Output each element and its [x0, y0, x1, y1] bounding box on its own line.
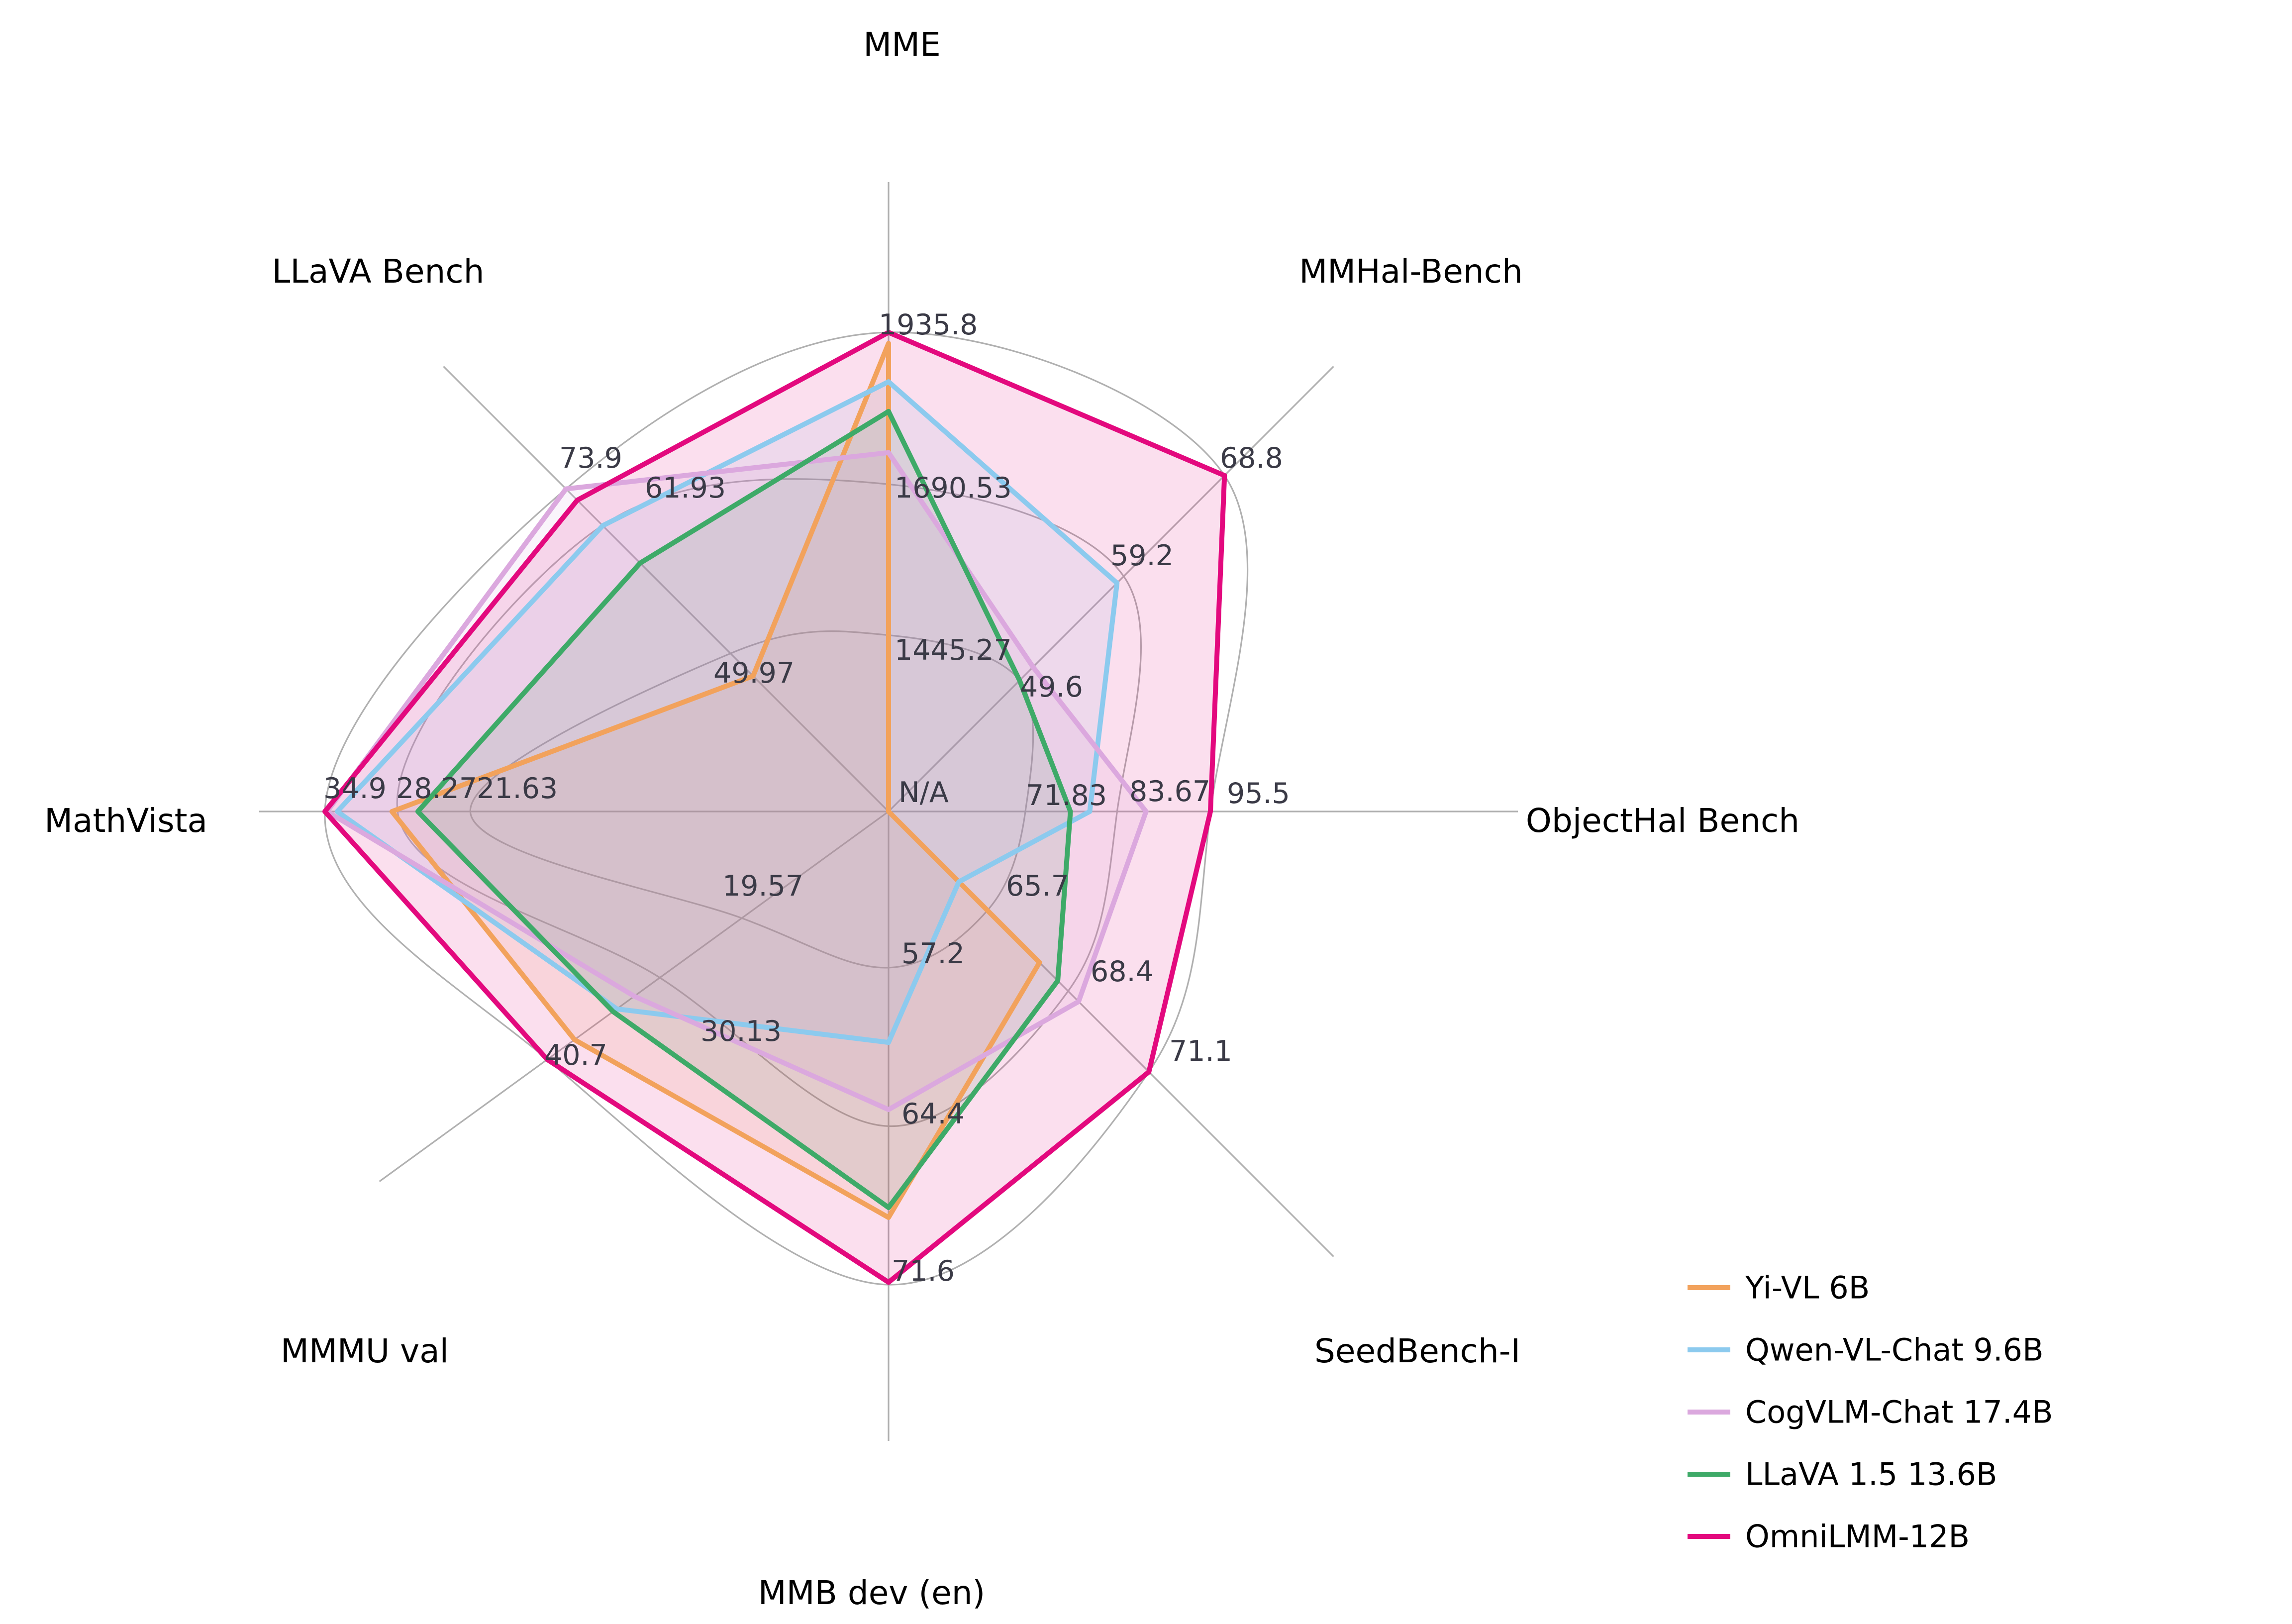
- grid-ring: [469, 630, 1034, 969]
- series-area-qwen-vl-chat-9-6b: [337, 382, 1117, 1043]
- tick-label: 71.6: [892, 1255, 955, 1288]
- tick-label: 34.9: [323, 772, 387, 805]
- axis-spoke: [443, 366, 890, 812]
- axis-title-mmhal-bench: MMHal-Bench: [1299, 252, 1523, 291]
- axis-title-mmb-dev-en-: MMB dev (en): [758, 1574, 986, 1612]
- legend-label: LLaVA 1.5 13.6B: [1745, 1456, 1997, 1493]
- axis-title-mathvista: MathVista: [44, 802, 207, 840]
- tick-label: 30.13: [700, 1015, 782, 1048]
- legend-label: OmniLMM-12B: [1745, 1519, 1970, 1555]
- tick-label: 1935.8: [879, 308, 978, 341]
- tick-label: 57.2: [901, 937, 965, 970]
- tick-label: 95.5: [1227, 777, 1290, 810]
- tick-label: 1445.27: [895, 634, 1012, 667]
- series-line-llava-1-5-13-6b: [415, 408, 1073, 1210]
- tick-label: 49.6: [1020, 671, 1083, 704]
- tick-label: 49.97: [713, 657, 795, 690]
- legend-label: CogVLM-Chat 17.4B: [1745, 1394, 2053, 1430]
- legend: Yi-VL 6B Qwen-VL-Chat 9.6B CogVLM-Chat 17.…: [1688, 1270, 2053, 1555]
- legend-item: CogVLM-Chat 17.4B: [1688, 1394, 2053, 1430]
- legend-label: Yi-VL 6B: [1745, 1270, 1870, 1306]
- tick-label: 68.8: [1220, 442, 1283, 475]
- axis-titles: MME MMHal-Bench ObjectHal Bench SeedBench-I…: [44, 25, 1799, 1612]
- axis-title-objecthal-bench: ObjectHal Bench: [1526, 802, 1799, 840]
- series-area-cogvlm-chat-17-4b: [327, 452, 1146, 1110]
- legend-item: LLaVA 1.5 13.6B: [1688, 1456, 1997, 1493]
- tick-label: 61.93: [645, 472, 726, 505]
- legend-item: Qwen-VL-Chat 9.6B: [1688, 1332, 2044, 1368]
- tick-label: 40.7: [544, 1039, 607, 1072]
- tick-label: 73.9: [559, 442, 622, 475]
- axis-title-mmmu-val: MMMU val: [281, 1332, 449, 1370]
- tick-label: 19.57: [722, 870, 803, 903]
- series-area-llava-1-5-13-6b: [417, 411, 1071, 1208]
- tick-label: 65.7: [1006, 870, 1069, 903]
- tick-label: 68.4: [1091, 955, 1154, 988]
- series-line-omnilmm-12b: [322, 330, 1227, 1285]
- tick-label: 59.2: [1110, 539, 1174, 572]
- tick-label: 83.67: [1129, 775, 1210, 808]
- axis-spoke: [888, 366, 1334, 812]
- series-line-yi-vl-6b: [389, 341, 1042, 1220]
- tick-label: 28.27: [396, 772, 477, 805]
- tick-label: 1690.53: [895, 472, 1012, 505]
- series-area-yi-vl-6b: [392, 343, 1040, 1218]
- grid-ring: [324, 331, 1249, 1286]
- series-line-cogvlm-chat-17-4b: [324, 450, 1149, 1113]
- series-strokes: [322, 330, 1227, 1285]
- tick-label: 71.83: [1026, 779, 1107, 812]
- tick-label: 21.63: [477, 772, 558, 805]
- tick-label: 64.4: [901, 1098, 965, 1130]
- center-na-label: N/A: [898, 776, 949, 809]
- axis-title-seedbench-i: SeedBench-I: [1314, 1332, 1520, 1370]
- series-line-qwen-vl-chat-9-6b: [334, 379, 1120, 1045]
- tick-labels: 1935.8 1690.53 1445.27 68.8 59.2 49.6 95.5 83.6…: [323, 308, 1290, 1288]
- grid-ring: [396, 478, 1142, 1127]
- legend-label: Qwen-VL-Chat 9.6B: [1745, 1332, 2044, 1368]
- tick-label: 71.1: [1169, 1035, 1232, 1068]
- legend-item: OmniLMM-12B: [1688, 1519, 1970, 1555]
- legend-item: Yi-VL 6B: [1688, 1270, 1870, 1306]
- axis-title-mme: MME: [863, 25, 941, 64]
- grid-rings: [324, 331, 1249, 1286]
- axis-title-llava-bench: LLaVA Bench: [272, 252, 485, 291]
